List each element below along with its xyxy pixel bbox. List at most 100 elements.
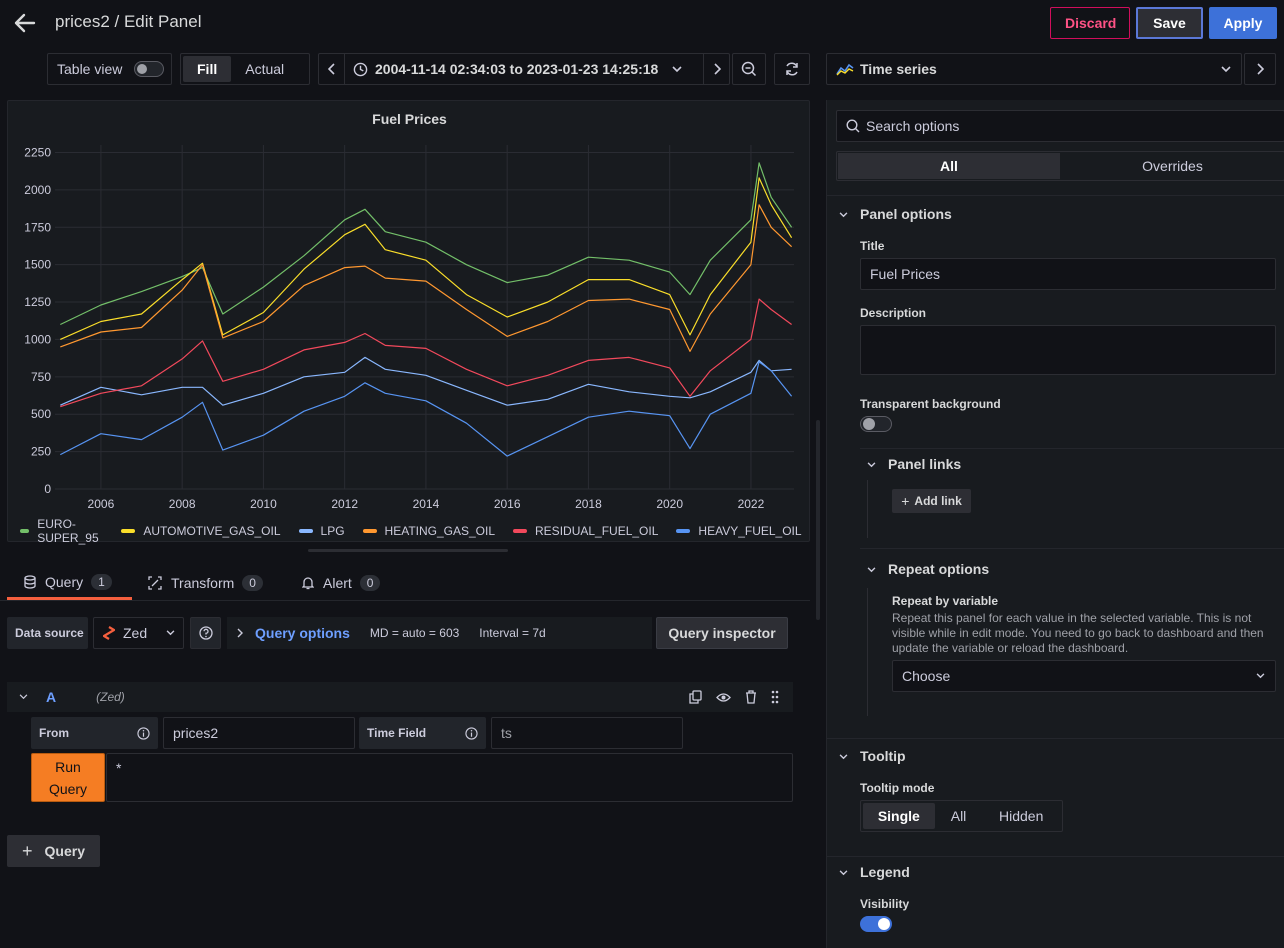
legend-swatch [513, 529, 528, 533]
panel-resize-handle[interactable] [308, 549, 508, 552]
info-icon[interactable] [465, 726, 478, 740]
chevron-down-icon[interactable] [664, 65, 690, 73]
query-ref-id[interactable]: A [46, 689, 57, 705]
split-scrollbar[interactable] [816, 420, 820, 620]
query-editor[interactable]: * [106, 753, 793, 802]
series-line-residual-fuel-oil[interactable] [60, 298, 792, 408]
table-view-switch[interactable]: Table view [47, 53, 172, 85]
y-tick-label: 250 [31, 445, 51, 459]
legend-item[interactable]: AUTOMOTIVE_GAS_OIL [121, 517, 281, 545]
panel-title: Fuel Prices [372, 111, 447, 127]
repeat-description: Repeat this panel for each value in the … [892, 611, 1264, 655]
fill-option[interactable]: Fill [183, 56, 232, 82]
tab-query-label: Query [45, 573, 84, 590]
table-view-label: Table view [57, 61, 123, 77]
chevron-right-icon [237, 628, 243, 638]
x-tick-label: 2008 [169, 497, 196, 511]
drag-handle-icon[interactable] [771, 690, 779, 704]
data-source-select[interactable]: Zed [93, 617, 184, 649]
add-query-button[interactable]: + Query [7, 835, 100, 867]
tooltip-hidden-option[interactable]: Hidden [999, 808, 1044, 824]
repeat-options-header[interactable]: Repeat options [867, 561, 989, 577]
tab-query[interactable]: Query 1 [7, 566, 132, 600]
legend-item[interactable]: LPG [298, 517, 345, 545]
x-tick-label: 2010 [250, 497, 277, 511]
series-line-heavy-fuel-oil[interactable] [60, 361, 793, 457]
series-line-heating-gas-oil[interactable] [60, 204, 793, 352]
chevron-down-icon[interactable] [1221, 65, 1231, 73]
y-tick-label: 500 [31, 407, 51, 421]
legend-header[interactable]: Legend [839, 864, 910, 880]
description-textarea[interactable] [860, 325, 1276, 375]
query-row-header[interactable]: A (Zed) [7, 682, 793, 712]
tab-overrides[interactable]: Overrides [1142, 158, 1203, 174]
transparent-toggle[interactable] [860, 416, 892, 432]
apply-button[interactable]: Apply [1209, 7, 1277, 39]
page-title: prices2 / Edit Panel [55, 12, 202, 31]
legend-label: HEAVY_FUEL_OIL [698, 524, 802, 538]
query-options-bar[interactable]: Query options MD = auto = 603 Interval =… [227, 617, 652, 649]
from-input[interactable]: prices2 [163, 717, 355, 749]
repeat-variable-select[interactable]: Choose [892, 660, 1276, 692]
back-arrow-icon[interactable] [12, 10, 38, 36]
trash-icon[interactable] [745, 690, 757, 704]
refresh-icon[interactable] [774, 53, 810, 85]
tooltip-header[interactable]: Tooltip [839, 748, 906, 764]
time-range-text[interactable]: 2004-11-14 02:34:03 to 2023-01-23 14:25:… [375, 61, 659, 77]
clock-icon [345, 62, 375, 77]
title-input[interactable]: Fuel Prices [860, 258, 1276, 290]
transform-icon [148, 576, 162, 590]
query-options-label: Query options [255, 625, 350, 641]
eye-icon[interactable] [716, 692, 731, 703]
options-collapse-icon[interactable] [1244, 53, 1276, 85]
table-view-toggle[interactable] [134, 61, 165, 77]
repeat-variable-label: Repeat by variable [892, 594, 999, 608]
visualization-picker[interactable]: Time series [826, 53, 1242, 85]
tooltip-mode-group: Single All Hidden [860, 800, 1063, 832]
y-tick-label: 1000 [24, 332, 51, 346]
save-button[interactable]: Save [1136, 7, 1203, 39]
tab-alert-label: Alert [323, 575, 352, 591]
series-line-automotive-gas-oil[interactable] [60, 177, 793, 340]
chevron-down-icon [867, 457, 885, 471]
duplicate-icon[interactable] [689, 690, 702, 704]
discard-button[interactable]: Discard [1050, 7, 1130, 39]
search-options-input[interactable]: Search options [836, 110, 1284, 142]
y-tick-label: 0 [44, 482, 51, 496]
query-inspector-button[interactable]: Query inspector [656, 617, 788, 649]
tooltip-all-option[interactable]: All [950, 808, 967, 824]
panel-links-header[interactable]: Panel links [867, 456, 961, 472]
legend-item[interactable]: EURO-SUPER_95 [20, 517, 103, 545]
y-tick-label: 1250 [24, 295, 51, 309]
legend-title: Legend [860, 864, 910, 880]
legend-item[interactable]: HEATING_GAS_OIL [362, 517, 495, 545]
tab-all[interactable]: All [838, 153, 1060, 179]
legend-item[interactable]: RESIDUAL_FUEL_OIL [513, 517, 658, 545]
legend-item[interactable]: HEAVY_FUEL_OIL [676, 517, 802, 545]
tooltip-single-option[interactable]: Single [863, 803, 935, 829]
tab-alert[interactable]: Alert 0 [302, 566, 381, 600]
actual-option[interactable]: Actual [245, 61, 285, 77]
tab-transform-count: 0 [242, 575, 263, 591]
tab-alert-count: 0 [359, 575, 381, 591]
chevron-down-icon[interactable] [19, 694, 28, 700]
legend-visibility-toggle[interactable] [860, 916, 892, 932]
run-query-button[interactable]: Run Query [31, 753, 105, 802]
zoom-out-icon[interactable] [732, 53, 766, 85]
time-field-input[interactable]: ts [491, 717, 683, 749]
time-series-chart[interactable]: 0 250 500 750 1000 1250 1500 1750 2000 2250 2006 20… [8, 101, 811, 511]
run-query-line1: Run [55, 758, 81, 775]
fill-actual-group: Fill Actual [180, 53, 310, 85]
divider [860, 548, 1284, 549]
info-icon[interactable] [137, 726, 150, 740]
tab-transform[interactable]: Transform 0 [148, 566, 263, 600]
chevron-right-icon[interactable] [703, 54, 729, 84]
legend-label: LPG [320, 524, 345, 538]
chevron-left-icon[interactable] [319, 54, 345, 84]
add-link-button[interactable]: + Add link [892, 489, 971, 513]
title-label: Title [860, 239, 885, 253]
series-line-lpg[interactable] [60, 356, 792, 406]
help-icon[interactable] [190, 617, 221, 649]
header: prices2 / Edit Panel Discard Save Apply [0, 0, 1284, 46]
panel-options-header[interactable]: Panel options [839, 206, 952, 222]
